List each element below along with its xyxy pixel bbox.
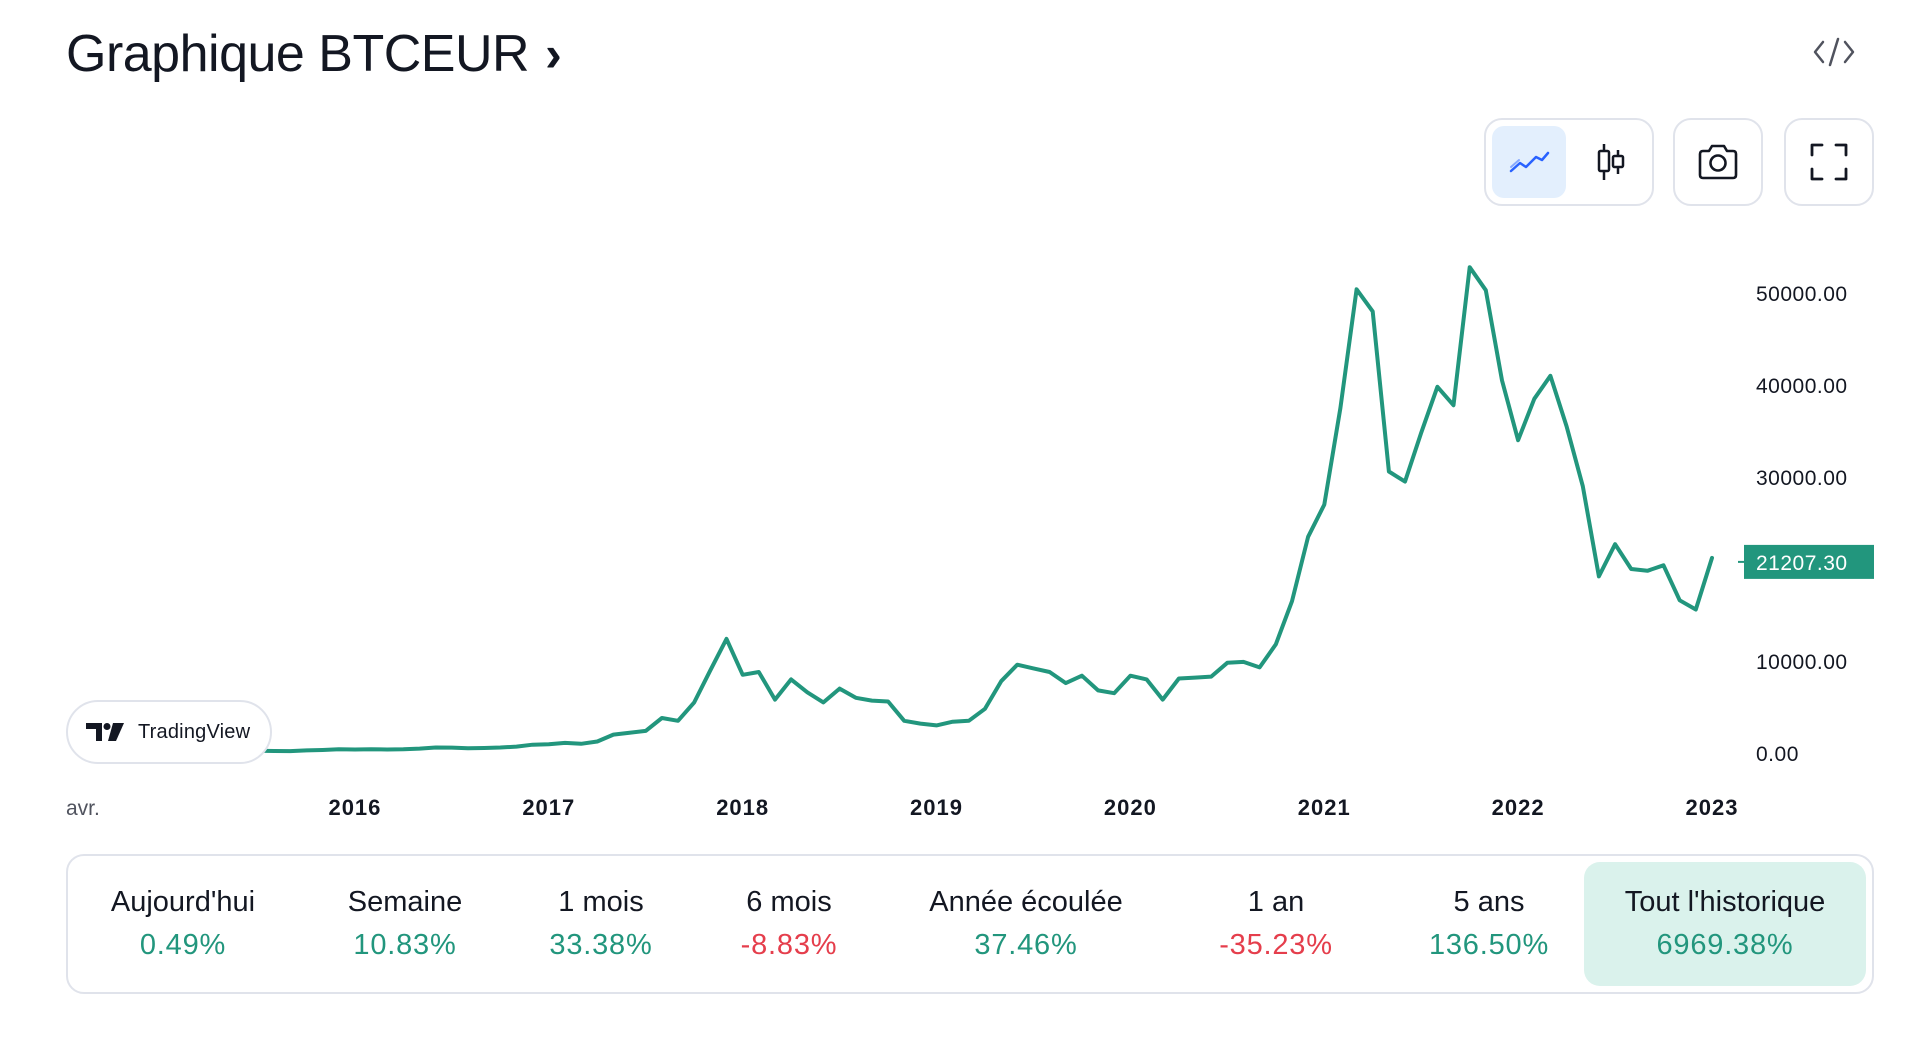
- y-tick-label: 30000.00: [1756, 467, 1848, 490]
- fullscreen-inner: [1786, 126, 1872, 198]
- screenshot-button[interactable]: [1673, 118, 1763, 206]
- chart-title: Graphique BTCEUR: [66, 25, 530, 83]
- period-5-years[interactable]: 5 ans 136.50%: [1394, 862, 1584, 986]
- price-tag-background: [1744, 544, 1874, 579]
- period-year-to-date[interactable]: Année écoulée 37.46%: [894, 862, 1158, 986]
- x-tick-label: 2021: [1298, 795, 1351, 820]
- period-label: Tout l'historique: [1624, 886, 1826, 918]
- screenshot-inner: [1675, 126, 1761, 198]
- fullscreen-icon: [1810, 143, 1848, 181]
- period-label: 5 ans: [1453, 886, 1525, 918]
- y-tick-label: 50000.00: [1756, 283, 1848, 306]
- chevron-right-icon: ›: [545, 26, 562, 82]
- price-tag-label: 21207.30: [1756, 552, 1848, 575]
- period-label: 1 mois: [558, 886, 644, 918]
- period-label: 1 an: [1247, 886, 1305, 918]
- x-tick-label: 2023: [1686, 795, 1739, 820]
- y-tick-label: 10000.00: [1756, 651, 1848, 674]
- x-tick-label: 2016: [328, 795, 381, 820]
- candlestick-icon: [1597, 144, 1625, 180]
- period-value: -35.23%: [1219, 929, 1333, 961]
- tradingview-logo-icon: [86, 723, 124, 741]
- period-1-year[interactable]: 1 an -35.23%: [1158, 862, 1394, 986]
- period-value: -8.83%: [740, 929, 838, 961]
- x-tick-label: 2022: [1492, 795, 1545, 820]
- x-tick-label: 2019: [910, 795, 963, 820]
- x-tick-label: 2017: [522, 795, 575, 820]
- x-axis: avr. 2016 2017 2018 2019 2020 2021 2022 2023: [66, 795, 1739, 820]
- fullscreen-button[interactable]: [1784, 118, 1874, 206]
- tradingview-logo-link[interactable]: TradingView: [66, 700, 272, 764]
- period-today[interactable]: Aujourd'hui 0.49%: [74, 862, 292, 986]
- period-value: 0.49%: [139, 929, 227, 961]
- y-axis: 0.0010000.0020000.0030000.0040000.005000…: [1756, 283, 1848, 766]
- period-label: Aujourd'hui: [110, 886, 256, 918]
- y-tick-label: 40000.00: [1756, 375, 1848, 398]
- y-tick-label: 0.00: [1756, 743, 1799, 766]
- period-value: 6969.38%: [1656, 929, 1794, 961]
- period-label: Semaine: [347, 886, 463, 918]
- period-week[interactable]: Semaine 10.83%: [292, 862, 518, 986]
- period-label: Année écoulée: [929, 886, 1123, 918]
- chart-title-link[interactable]: Graphique BTCEUR ›: [66, 14, 562, 94]
- period-1-month[interactable]: 1 mois 33.38%: [518, 862, 684, 986]
- line-chart-icon: [1509, 151, 1550, 173]
- period-value: 37.46%: [974, 929, 1078, 961]
- camera-icon: [1698, 144, 1738, 180]
- chart-style-toggle: [1484, 118, 1654, 206]
- period-all-time[interactable]: Tout l'historique 6969.38%: [1584, 862, 1866, 986]
- embed-code-button[interactable]: [1806, 26, 1862, 78]
- period-value: 10.83%: [353, 929, 457, 961]
- period-value: 136.50%: [1428, 929, 1550, 961]
- x-start-label: avr.: [66, 797, 100, 820]
- line-chart-button[interactable]: [1492, 126, 1566, 198]
- period-value: 33.38%: [549, 929, 653, 961]
- last-price-tag: 21207.30: [1738, 544, 1874, 579]
- period-performance-bar: Aujourd'hui 0.49% Semaine 10.83% 1 mois …: [66, 854, 1874, 994]
- candlestick-chart-button[interactable]: [1574, 126, 1648, 198]
- period-6-months[interactable]: 6 mois -8.83%: [684, 862, 894, 986]
- x-tick-label: 2018: [716, 795, 769, 820]
- period-label: 6 mois: [746, 886, 832, 918]
- code-embed-icon: [1813, 37, 1855, 67]
- price-chart[interactable]: 0.0010000.0020000.0030000.0040000.005000…: [0, 0, 1930, 840]
- tradingview-label: TradingView: [138, 720, 251, 743]
- price-series-line: [256, 265, 1714, 754]
- x-tick-label: 2020: [1104, 795, 1157, 820]
